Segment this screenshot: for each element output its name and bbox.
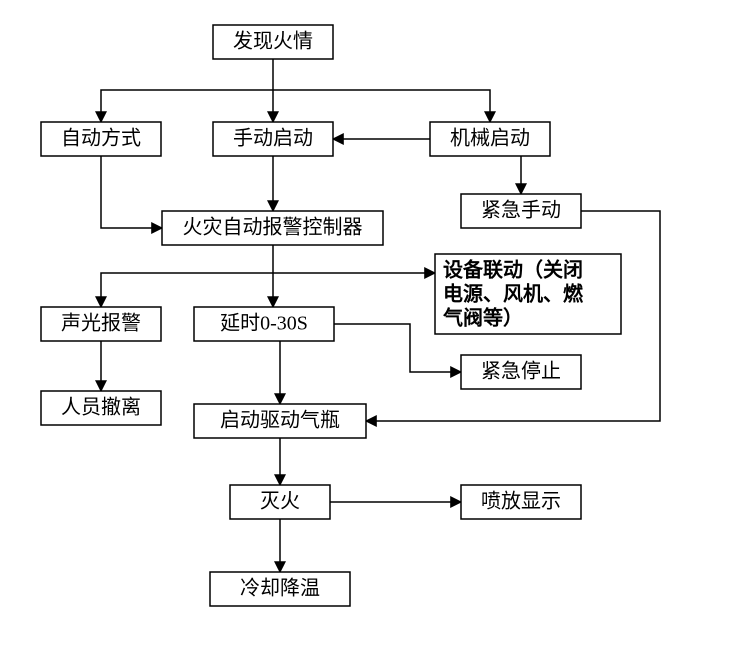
node-n2: 自动方式 [41,122,161,156]
edge-n2-n5 [101,156,162,228]
edge-n1-n4 [273,90,490,122]
flowchart: 发现火情自动方式 手动启动 机械启动火灾自动报警控制器 紧急手动声光报警 延时0-30S… [0,0,737,648]
node-n8: 延时0-30S [194,307,334,341]
node-label: 发现火情 [233,30,313,53]
node-n5: 火灾自动报警控制器 [162,211,383,245]
node-n3: 手动启动 [213,122,333,156]
node-label: 设备联动（关闭 [443,258,583,282]
node-n1: 发现火情 [213,25,333,59]
node-n6: 紧急手动 [461,194,581,228]
edge-n5-n7 [101,273,273,307]
node-label: 紧急停止 [481,360,561,383]
node-label: 气阀等） [442,306,523,330]
node-n12: 紧急停止 [461,355,581,389]
node-n13: 灭火 [230,485,330,519]
node-label: 冷却降温 [240,577,320,600]
node-label: 灭火 [260,491,300,513]
node-label: 启动驱动气瓶 [220,409,340,432]
node-n10: 人员撤离 [41,391,161,425]
node-n11: 启动驱动气瓶 [194,404,366,438]
node-n7: 声光报警 [41,307,161,341]
node-label: 声光报警 [61,312,141,335]
node-label: 人员撤离 [61,396,141,419]
node-label: 电源、风机、燃 [443,282,584,306]
node-n15: 冷却降温 [210,572,350,606]
node-label: 手动启动 [233,127,313,150]
node-label: 延时0-30S [220,312,308,335]
node-label: 紧急手动 [481,199,561,222]
node-label: 机械启动 [450,127,530,150]
node-label: 喷放显示 [481,490,561,513]
node-label: 自动方式 [61,127,141,150]
node-n14: 喷放显示 [461,485,581,519]
edge-n1-n2 [101,90,273,122]
node-n4: 机械启动 [430,122,550,156]
node-label: 火灾自动报警控制器 [183,216,363,239]
node-n9: 设备联动（关闭电源、风机、燃气阀等） [435,254,621,334]
